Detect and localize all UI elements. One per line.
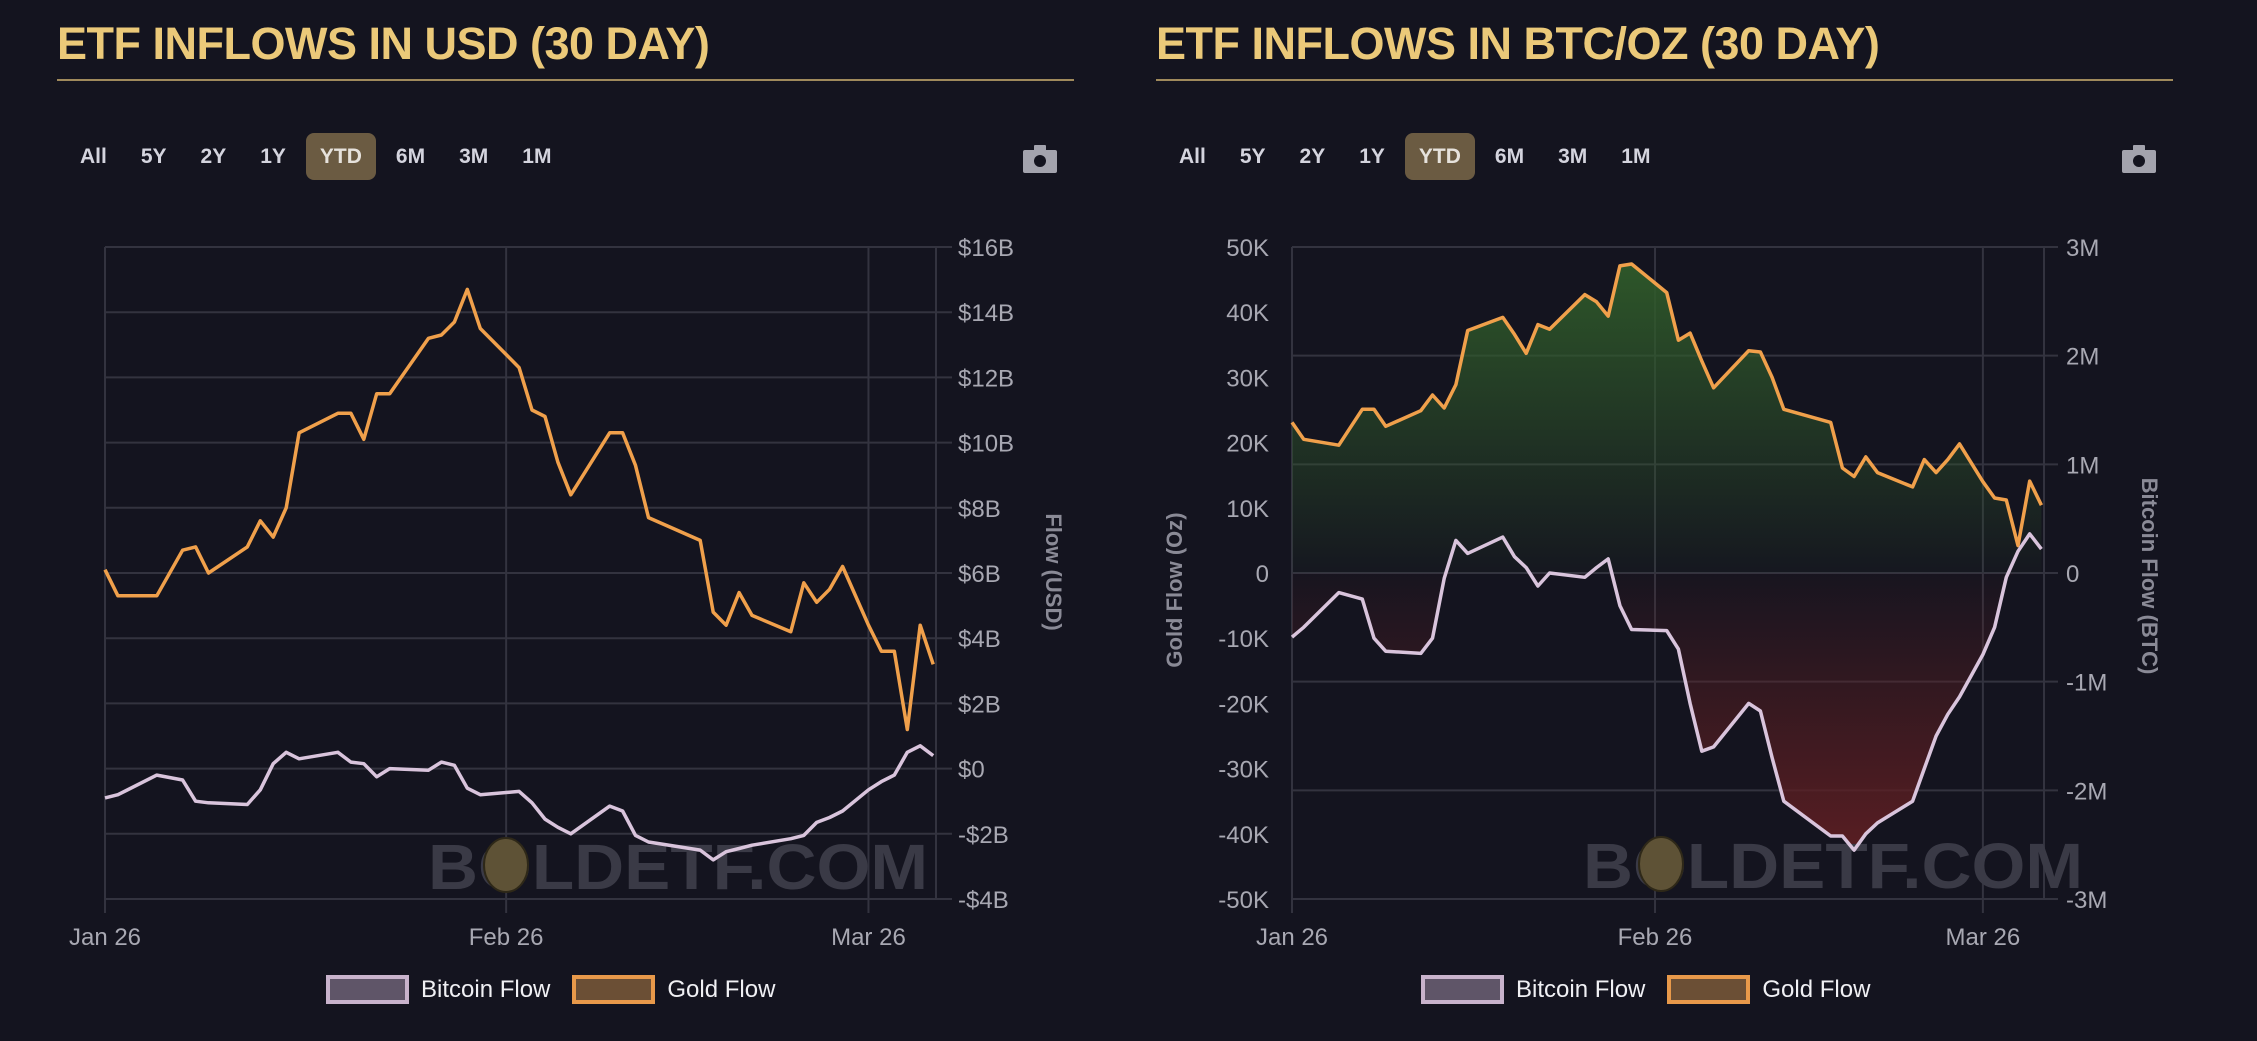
range-selector: All 5Y 2Y 1Y YTD 6M 3M 1M [66,133,571,180]
y-axis-title-right: Bitcoin Flow (BTC) [2137,477,2162,675]
panel-title: ETF INFLOWS IN BTC/OZ (30 DAY) [1156,18,1880,69]
range-button-3m[interactable]: 3M [459,145,489,168]
range-button-ytd[interactable]: YTD [305,133,376,180]
range-button-6m[interactable]: 6M [395,145,426,168]
range-button-6m[interactable]: 6M [1494,145,1525,168]
legend-label: Bitcoin Flow [1516,975,1646,1003]
range-button-1y[interactable]: 1Y [260,145,286,168]
range-button-5y[interactable]: 5Y [1239,145,1266,168]
legend: Bitcoin Flow Gold Flow [1421,975,1892,1004]
usd-panel: ETF INFLOWS IN USD (30 DAY) All 5Y 2Y 1Y YTD… [0,0,1100,1041]
camera-icon[interactable] [2122,145,2156,173]
range-button-3m[interactable]: 3M [1558,145,1588,168]
legend-item-bitcoin[interactable]: Bitcoin Flow [326,975,550,1004]
legend-label: Gold Flow [1762,975,1871,1003]
btc-oz-panel: ETF INFLOWS IN BTC/OZ (30 DAY) All 5Y 2Y 1Y… [1099,0,2199,1041]
gold-swatch [1667,975,1751,1004]
range-button-1m[interactable]: 1M [1621,145,1651,168]
legend-item-gold[interactable]: Gold Flow [1667,975,1870,1004]
bitcoin-swatch [326,975,409,1004]
y-axis-title-right: Flow (USD) [1041,513,1066,631]
range-button-all[interactable]: All [1179,145,1206,168]
range-button-5y[interactable]: 5Y [140,145,167,168]
legend: Bitcoin Flow Gold Flow [326,975,797,1004]
panel-title: ETF INFLOWS IN USD (30 DAY) [57,18,710,69]
bitcoin-swatch [1421,975,1504,1004]
range-button-1m[interactable]: 1M [522,145,552,168]
range-button-2y[interactable]: 2Y [1299,145,1326,168]
legend-label: Gold Flow [667,975,776,1003]
range-button-ytd[interactable]: YTD [1404,133,1475,180]
title-divider [1156,79,2173,81]
y-axis-title-left: Gold Flow (Oz) [1162,512,1187,668]
range-button-2y[interactable]: 2Y [200,145,227,168]
gold-swatch [572,975,656,1004]
range-button-all[interactable]: All [80,145,107,168]
camera-icon[interactable] [1023,145,1057,173]
title-divider [57,79,1074,81]
legend-label: Bitcoin Flow [421,975,551,1003]
legend-item-gold[interactable]: Gold Flow [572,975,775,1004]
legend-item-bitcoin[interactable]: Bitcoin Flow [1421,975,1645,1004]
range-button-1y[interactable]: 1Y [1359,145,1385,168]
range-selector: All 5Y 2Y 1Y YTD 6M 3M 1M [1165,133,1670,180]
